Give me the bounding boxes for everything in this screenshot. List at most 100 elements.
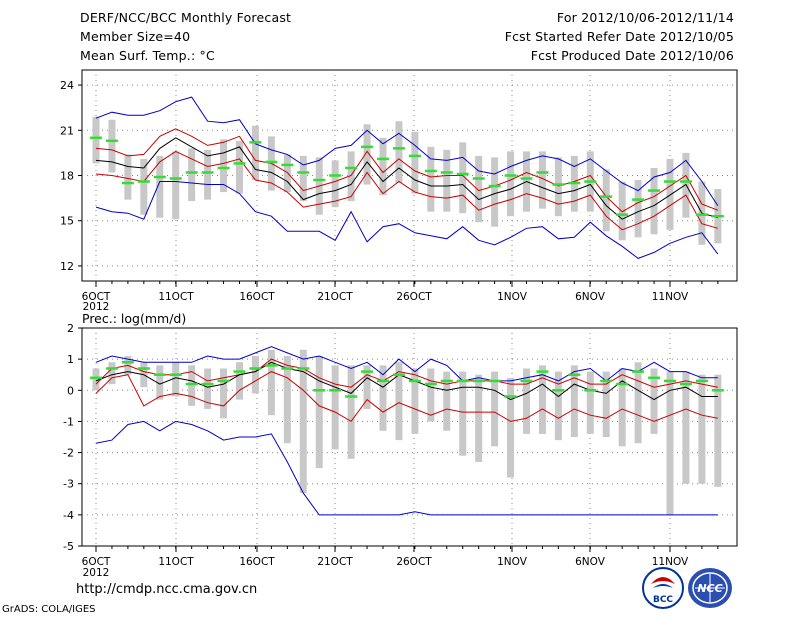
box-member — [411, 131, 419, 194]
box-member — [92, 116, 100, 164]
box-member — [714, 374, 722, 487]
box-member — [475, 374, 483, 462]
x-tick-label: 11OCT — [158, 291, 194, 303]
box-member — [602, 371, 610, 437]
x-tick-label: 6NOV — [575, 556, 606, 568]
box-member — [108, 362, 116, 385]
box-member — [491, 371, 499, 447]
box-member — [124, 154, 132, 200]
box-member — [379, 365, 387, 431]
x-tick-label: 6NOV — [575, 291, 606, 303]
panel-title-precip: Prec.: log(mm/d) — [82, 311, 186, 326]
box-member — [331, 365, 339, 450]
box-member — [491, 157, 499, 227]
box-member — [267, 349, 275, 416]
box-member — [156, 365, 164, 400]
series-line-lower — [95, 371, 718, 423]
x-tick-label: 11OCT — [158, 556, 194, 568]
box-member — [251, 125, 259, 181]
box-member — [698, 374, 706, 484]
box-member — [507, 151, 515, 217]
box-member — [156, 155, 164, 218]
series-line-max — [95, 346, 718, 382]
box-member — [220, 139, 228, 193]
box-member — [507, 377, 515, 478]
box-member — [554, 371, 562, 441]
box-member — [443, 371, 451, 431]
box-member — [650, 167, 658, 235]
x-year-label: 2012 — [83, 567, 110, 579]
x-year-label: 2012 — [83, 301, 110, 313]
box-member — [682, 371, 690, 484]
y-tick-label: -5 — [63, 540, 74, 553]
series-line-lower — [95, 150, 718, 231]
box-member — [586, 371, 594, 434]
box-member — [427, 146, 435, 212]
variable-label: Mean Surf. Temp.: °C — [80, 48, 215, 63]
x-tick-label: 6OCT — [82, 291, 111, 303]
box-member — [92, 368, 100, 391]
series-line-mean — [95, 137, 718, 220]
box-member — [538, 365, 546, 434]
box-member — [283, 356, 291, 444]
started-refer-date: Fcst Started Refer Date 2012/10/05 — [504, 29, 734, 44]
y-tick-label: 15 — [60, 215, 74, 228]
box-member — [618, 181, 626, 241]
box-member — [538, 151, 546, 209]
box-member — [379, 137, 387, 196]
series-line-mean — [95, 361, 718, 401]
x-tick-label: 16OCT — [239, 556, 275, 568]
ncc-logo: NCC — [688, 568, 732, 608]
box-member — [363, 124, 371, 185]
box-member — [299, 155, 307, 202]
box-member — [236, 362, 243, 400]
box-member — [251, 356, 259, 394]
x-tick-label: 21OCT — [317, 291, 353, 303]
box-member — [220, 368, 228, 419]
x-tick-label: 6OCT — [82, 556, 111, 568]
box-member — [140, 158, 148, 215]
x-tick-label: 11NOV — [652, 556, 689, 568]
box-member — [443, 149, 451, 212]
series-line-max — [95, 96, 719, 206]
footer-url[interactable]: http://cmdp.ncc.cma.gov.cn — [76, 582, 258, 597]
y-tick-label: -2 — [63, 447, 74, 460]
x-tick-label: 26OCT — [396, 291, 432, 303]
box-member — [570, 365, 578, 437]
y-tick-label: -1 — [63, 415, 74, 428]
box-member — [315, 356, 323, 469]
y-tick-label: 18 — [60, 170, 74, 183]
series-line-upper — [95, 128, 718, 213]
box-member — [523, 368, 530, 434]
box-member — [236, 140, 243, 194]
box-member — [172, 362, 180, 397]
box-member — [618, 368, 626, 447]
series-line-min — [95, 420, 718, 516]
plot-frame — [81, 327, 738, 547]
box-member — [331, 160, 339, 208]
x-tick-label: 11NOV — [652, 291, 689, 303]
box-member — [299, 349, 307, 494]
grads-credit: GrADS: COLA/IGES — [2, 604, 96, 615]
y-tick-label: 1 — [67, 353, 74, 366]
box-member — [204, 368, 212, 409]
box-member — [188, 148, 196, 202]
chart-panel-1: 12 15 18 21 24 6OCT 11OCT 16OCT 21OCT 26OCT 1NOV 6N… — [60, 69, 738, 326]
box-member — [395, 121, 403, 184]
box-member — [459, 371, 467, 456]
ncc-logo-text: NCC — [697, 582, 722, 595]
box-member — [475, 155, 483, 223]
x-tick-label: 21OCT — [317, 556, 353, 568]
box-member — [188, 365, 196, 406]
box-member — [411, 368, 419, 434]
box-member — [650, 368, 658, 434]
y-tick-label: 12 — [60, 260, 74, 273]
box-member — [666, 371, 674, 515]
bcc-logo-text: BCC — [653, 595, 673, 605]
box-member — [395, 362, 403, 441]
y-tick-label: 2 — [67, 322, 74, 335]
y-tick-label: 24 — [60, 79, 74, 92]
box-member — [554, 157, 562, 217]
produced-date: Fcst Produced Date 2012/10/06 — [530, 48, 734, 63]
